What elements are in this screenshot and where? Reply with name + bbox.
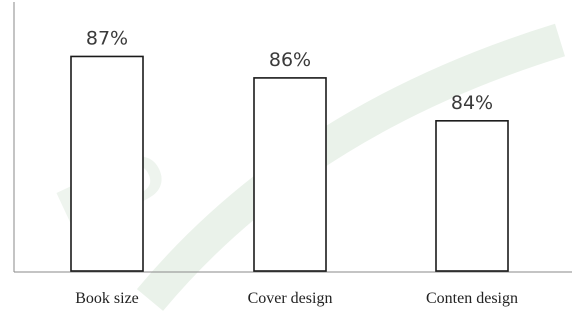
value-labels: 87% 86% 84% xyxy=(86,27,493,113)
value-label-0: 87% xyxy=(86,27,128,49)
bar-1 xyxy=(253,77,327,272)
bar-2 xyxy=(435,120,509,272)
bars xyxy=(70,55,509,272)
category-label-1: Cover design xyxy=(248,290,333,307)
category-labels: Book size Cover design Conten design xyxy=(75,290,518,307)
category-label-0: Book size xyxy=(75,290,139,307)
bar-0 xyxy=(70,55,144,272)
category-label-2: Conten design xyxy=(426,290,518,307)
value-label-2: 84% xyxy=(451,92,493,114)
value-label-1: 86% xyxy=(269,49,311,71)
